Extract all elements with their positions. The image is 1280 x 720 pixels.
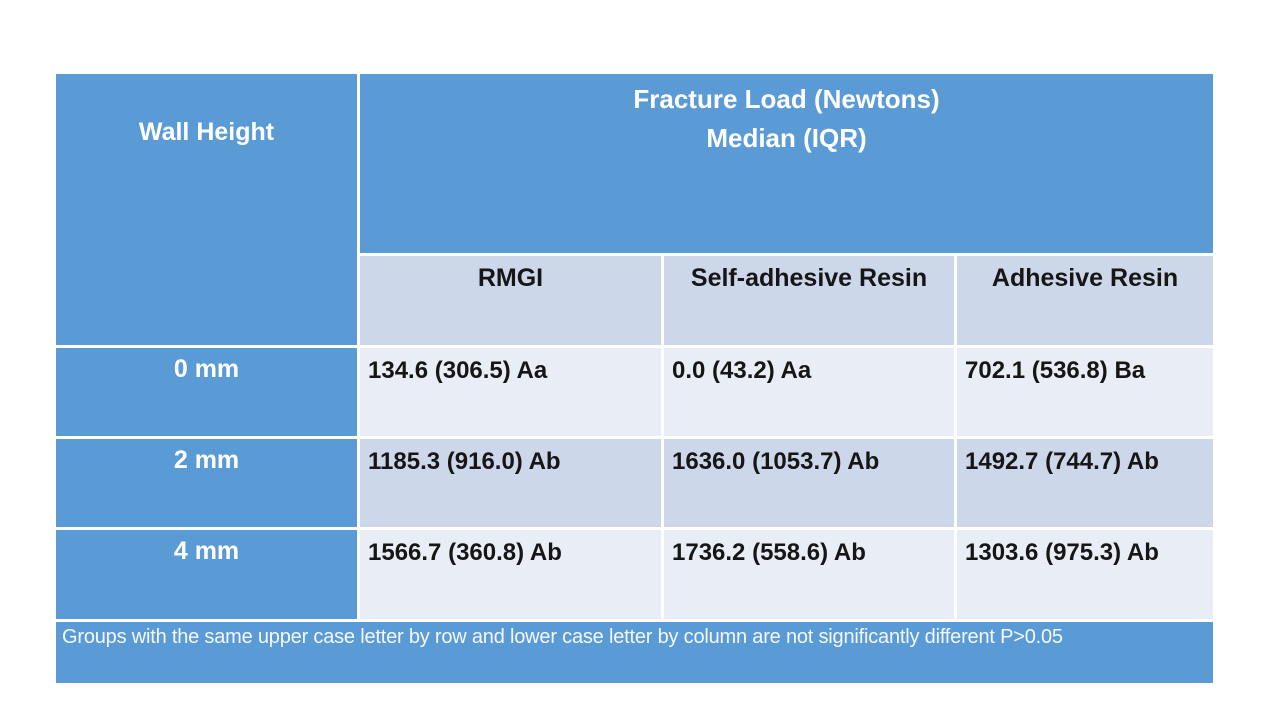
fracture-load-table: Wall Height Fracture Load (Newtons) Medi… — [56, 74, 1213, 619]
cell-4mm-adhesive-resin: 1303.6 (975.3) Ab — [957, 530, 1213, 619]
footnote-text: Groups with the same upper case letter b… — [62, 626, 1063, 648]
row-header-0mm: 0 mm — [56, 348, 357, 436]
main-header-fracture-load: Fracture Load (Newtons) Median (IQR) — [360, 74, 1213, 253]
cell-4mm-rmgi: 1566.7 (360.8) Ab — [360, 530, 661, 619]
footnote-bar: Groups with the same upper case letter b… — [56, 622, 1213, 683]
main-header-line1: Fracture Load (Newtons) — [633, 84, 940, 114]
cell-4mm-self-adhesive-resin: 1736.2 (558.6) Ab — [664, 530, 954, 619]
corner-header-wall-height: Wall Height — [56, 74, 357, 345]
cell-2mm-adhesive-resin: 1492.7 (744.7) Ab — [957, 439, 1213, 527]
cell-0mm-adhesive-resin: 702.1 (536.8) Ba — [957, 348, 1213, 436]
column-header-adhesive-resin: Adhesive Resin — [957, 256, 1213, 345]
row-header-4mm: 4 mm — [56, 530, 357, 619]
column-header-self-adhesive-resin: Self-adhesive Resin — [664, 256, 954, 345]
cell-2mm-rmgi: 1185.3 (916.0) Ab — [360, 439, 661, 527]
cell-2mm-self-adhesive-resin: 1636.0 (1053.7) Ab — [664, 439, 954, 527]
row-header-2mm: 2 mm — [56, 439, 357, 527]
cell-0mm-self-adhesive-resin: 0.0 (43.2) Aa — [664, 348, 954, 436]
column-header-rmgi: RMGI — [360, 256, 661, 345]
cell-0mm-rmgi: 134.6 (306.5) Aa — [360, 348, 661, 436]
main-header-line2: Median (IQR) — [706, 123, 867, 153]
